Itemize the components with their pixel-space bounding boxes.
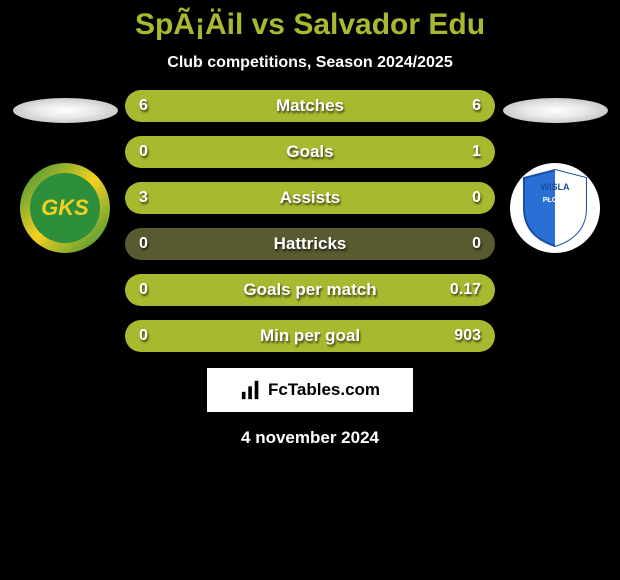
left-club-crest: GKS	[20, 163, 110, 253]
svg-text:PŁOCK: PŁOCK	[543, 197, 568, 204]
brand-text: FcTables.com	[268, 380, 380, 400]
stat-value-right: 903	[454, 327, 481, 345]
stats-bars: 6 Matches 6 0 Goals 1 3 Assists 0	[125, 90, 495, 352]
right-club-crest: WISLA PŁOCK	[510, 163, 600, 253]
chart-icon	[240, 379, 262, 401]
stat-row: 0 Hattricks 0	[125, 228, 495, 260]
stat-label: Hattricks	[125, 234, 495, 254]
stat-value-right: 6	[472, 97, 481, 115]
svg-text:WISLA: WISLA	[541, 182, 570, 192]
stat-label: Min per goal	[125, 326, 495, 346]
stat-row: 0 Goals 1	[125, 136, 495, 168]
stat-value-right: 0.17	[450, 281, 481, 299]
brand-suffix: Tables.com	[288, 380, 380, 399]
brand-badge[interactable]: FcTables.com	[205, 366, 415, 414]
stat-label: Goals per match	[125, 280, 495, 300]
right-side: WISLA PŁOCK	[495, 90, 615, 253]
stat-row: 0 Min per goal 903	[125, 320, 495, 352]
shield-icon: WISLA PŁOCK	[520, 168, 590, 248]
stat-label: Matches	[125, 96, 495, 116]
left-player-ellipse	[13, 98, 118, 123]
stat-value-right: 0	[472, 235, 481, 253]
stat-row: 0 Goals per match 0.17	[125, 274, 495, 306]
left-crest-text: GKS	[30, 173, 100, 243]
right-player-ellipse	[503, 98, 608, 123]
stat-row: 6 Matches 6	[125, 90, 495, 122]
comparison-panel: GKS 6 Matches 6 0 Goals 1 3 A	[0, 90, 620, 352]
left-side: GKS	[5, 90, 125, 253]
subtitle: Club competitions, Season 2024/2025	[0, 54, 620, 72]
stat-row: 3 Assists 0	[125, 182, 495, 214]
brand-prefix: Fc	[268, 380, 288, 399]
stat-label: Assists	[125, 188, 495, 208]
date-text: 4 november 2024	[0, 428, 620, 448]
page-title: SpÃ¡Äil vs Salvador Edu	[0, 8, 620, 42]
stat-value-right: 1	[472, 143, 481, 161]
stat-value-right: 0	[472, 189, 481, 207]
stat-label: Goals	[125, 142, 495, 162]
